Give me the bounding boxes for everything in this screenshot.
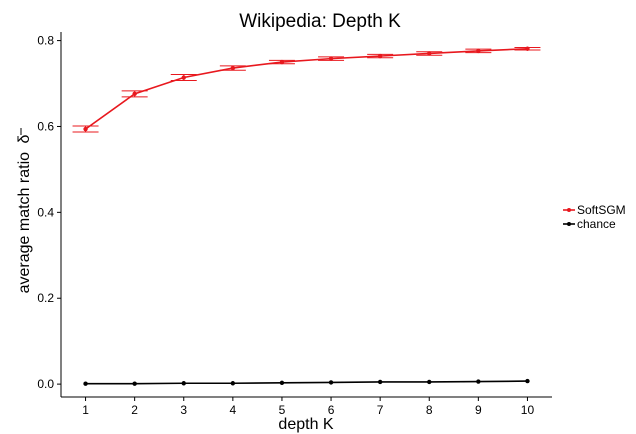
x-tick-label: 6 [328, 403, 335, 417]
x-tick-label: 8 [426, 403, 433, 417]
y-axis-label-symbol: δ [16, 135, 33, 144]
data-point-softsgm [280, 60, 284, 64]
x-tick-label: 3 [180, 403, 187, 417]
data-point-softsgm [525, 47, 529, 51]
legend-marker-chance [567, 222, 571, 226]
x-axis-label: depth K [278, 416, 333, 433]
data-point-chance [378, 380, 382, 384]
y-tick-label: 0.8 [37, 34, 54, 48]
x-tick-label: 5 [279, 403, 286, 417]
x-tick-label: 7 [377, 403, 384, 417]
series-softsgm [73, 47, 541, 133]
data-point-chance [525, 379, 529, 383]
y-tick-label: 0.4 [37, 205, 54, 219]
data-point-softsgm [427, 51, 431, 55]
x-tick-label: 1 [82, 403, 89, 417]
x-tick-label: 4 [230, 403, 237, 417]
data-point-chance [427, 380, 431, 384]
y-tick-label: 0.2 [37, 291, 54, 305]
series-line-softsgm [86, 49, 528, 129]
legend-item-softsgm: SoftSGM [563, 203, 626, 217]
data-point-chance [132, 381, 136, 385]
data-point-softsgm [329, 56, 333, 60]
data-point-softsgm [83, 127, 87, 131]
x-tick-label: 9 [475, 403, 482, 417]
data-point-chance [329, 380, 333, 384]
data-point-chance [83, 381, 87, 385]
legend-marker-softsgm [567, 208, 571, 212]
y-tick-label: 0.0 [37, 377, 54, 391]
legend-item-chance: chance [563, 217, 616, 231]
y-axis-label-text: average match ratio [16, 152, 33, 294]
data-point-chance [182, 381, 186, 385]
legend-label-softsgm: SoftSGM [577, 203, 626, 217]
y-tick-label: 0.6 [37, 119, 54, 133]
x-tick-label: 10 [521, 403, 535, 417]
series-chance [83, 379, 529, 386]
data-point-softsgm [132, 92, 136, 96]
legend-label-chance: chance [577, 217, 616, 231]
data-point-softsgm [182, 75, 186, 79]
chart-title: Wikipedia: Depth K [239, 11, 401, 32]
series-line-chance [86, 381, 528, 384]
data-point-chance [231, 381, 235, 385]
data-point-softsgm [231, 66, 235, 70]
data-point-softsgm [378, 54, 382, 58]
y-axis-label: average match ratio δ [16, 135, 33, 294]
data-point-softsgm [476, 49, 480, 53]
data-point-chance [280, 381, 284, 385]
data-point-chance [476, 379, 480, 383]
x-tick-label: 2 [131, 403, 138, 417]
